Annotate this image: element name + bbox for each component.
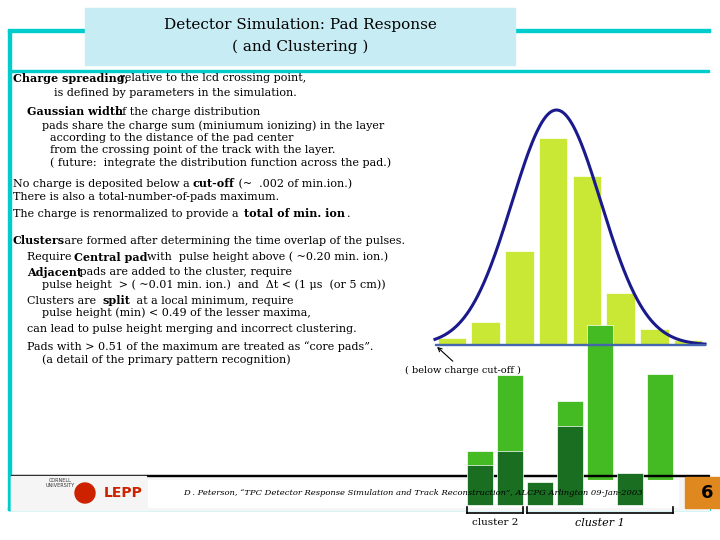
Text: Adjacent: Adjacent [27,267,82,278]
Text: There is also a total-number-of-pads maximum.: There is also a total-number-of-pads max… [13,192,279,202]
Text: (a detail of the primary pattern recognition): (a detail of the primary pattern recogni… [42,355,290,366]
Bar [498,375,523,505]
Bar [527,482,553,505]
Text: (~  .002 of min.ion.): (~ .002 of min.ion.) [235,178,351,189]
Bar [572,176,601,345]
Bar [674,340,703,345]
Text: Gaussian width: Gaussian width [27,106,124,117]
Bar [148,480,678,507]
Text: total of min. ion: total of min. ion [244,208,345,219]
Text: Clusters are: Clusters are [27,296,100,306]
Text: Central pad: Central pad [73,252,147,262]
Bar [85,8,515,65]
Text: 6: 6 [701,484,714,502]
Bar [498,451,523,505]
Text: is defined by parameters in the simulation.: is defined by parameters in the simulati… [54,88,297,98]
Text: cluster 2: cluster 2 [472,518,518,527]
Circle shape [75,483,95,503]
Text: of the charge distribution: of the charge distribution [112,107,261,117]
Text: split: split [102,295,130,306]
Text: cut-off: cut-off [192,178,234,189]
Bar [11,475,709,476]
Text: cluster 1: cluster 1 [575,518,625,528]
Text: ( below charge cut-off ): ( below charge cut-off ) [405,348,521,375]
Text: are formed after determining the time overlap of the pulses.: are formed after determining the time ov… [61,236,405,246]
Text: Pads with > 0.51 of the maximum are treated as “core pads”.: Pads with > 0.51 of the maximum are trea… [27,341,374,352]
Text: pads share the charge sum (miniumum ionizing) in the layer: pads share the charge sum (miniumum ioni… [42,120,384,131]
Bar [557,401,582,505]
Text: with  pulse height above ( ~0.20 min. ion.): with pulse height above ( ~0.20 min. ion… [140,252,389,262]
Bar [8,29,710,32]
Text: from the crossing point of the track with the layer.: from the crossing point of the track wit… [50,145,336,155]
Bar [685,477,720,508]
Bar [606,293,635,345]
Bar [472,321,500,345]
Bar [11,476,146,510]
Bar [557,426,582,505]
Text: Detector Simulation: Pad Response: Detector Simulation: Pad Response [163,18,436,32]
Bar [438,338,467,345]
Bar [539,138,567,345]
Text: .: . [347,209,351,219]
Text: according to the distance of the pad center: according to the distance of the pad cen… [50,133,294,143]
Text: relative to the lcd crossing point,: relative to the lcd crossing point, [116,73,306,83]
Bar [640,328,669,345]
Text: can lead to pulse height merging and incorrect clustering.: can lead to pulse height merging and inc… [27,325,357,334]
Bar [588,325,613,505]
Bar [11,33,709,507]
Text: LEPP: LEPP [104,486,143,500]
Text: The charge is renormalized to provide a: The charge is renormalized to provide a [13,209,242,219]
Text: at a local minimum, require: at a local minimum, require [132,296,293,306]
Bar [467,451,492,505]
Text: ( and Clustering ): ( and Clustering ) [232,40,368,54]
Text: pads are added to the cluster, require: pads are added to the cluster, require [76,267,292,277]
Bar [8,507,710,510]
Text: pulse height  > ( ~0.01 min. ion.)  and  Δt < (1 μs  (or 5 cm)): pulse height > ( ~0.01 min. ion.) and Δt… [42,279,385,290]
Bar [617,472,643,505]
Bar [647,374,672,505]
Bar [687,503,705,505]
Bar [11,70,709,72]
Text: CORNELL
UNIVERSITY: CORNELL UNIVERSITY [45,477,75,488]
Text: D . Peterson, “TPC Detector Response Simulation and Track Reconstruction”, ALCPG: D . Peterson, “TPC Detector Response Sim… [183,489,643,497]
Bar [8,30,11,510]
Bar [435,503,453,505]
Bar [435,343,705,345]
Text: pulse height (min) < 0.49 of the lesser maxima,: pulse height (min) < 0.49 of the lesser … [42,308,310,319]
Bar [505,251,534,345]
Bar [435,503,705,505]
Text: Charge spreading,: Charge spreading, [13,73,128,84]
Bar [467,465,492,505]
Bar [11,475,709,510]
Text: ( future:  integrate the distribution function across the pad.): ( future: integrate the distribution fun… [50,157,392,168]
Text: Require: Require [27,252,76,262]
Text: Clusters: Clusters [13,235,65,246]
Text: No charge is deposited below a: No charge is deposited below a [13,179,193,188]
